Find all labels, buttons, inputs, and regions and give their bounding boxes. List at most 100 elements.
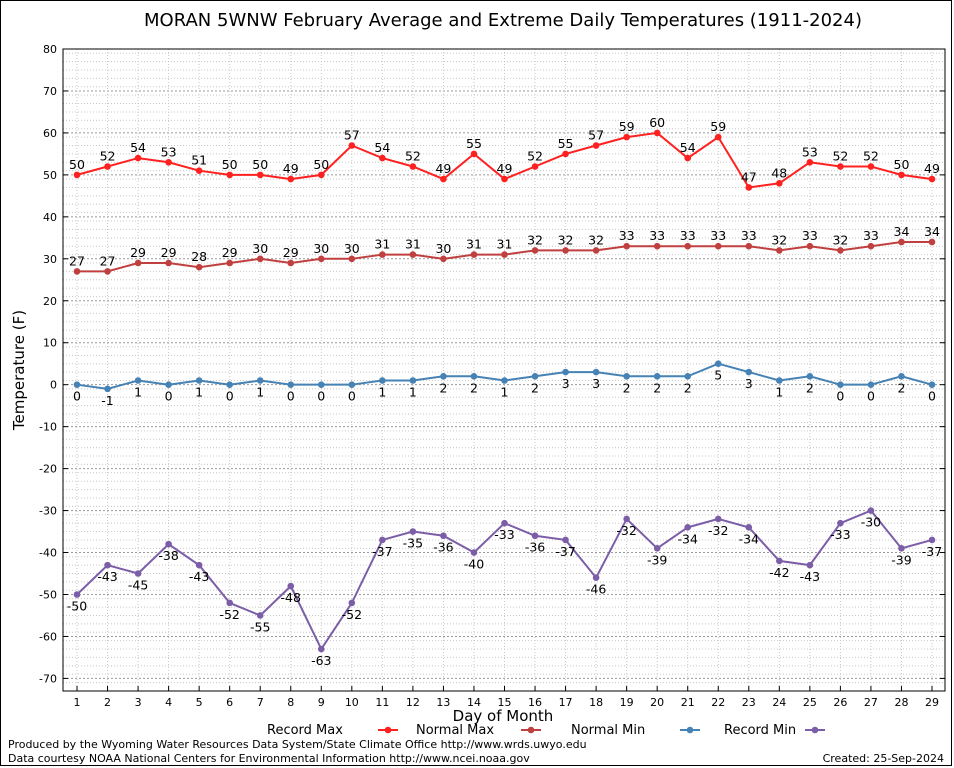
normal-max-data-label: 34 — [894, 224, 910, 239]
x-tick-label: 11 — [375, 696, 389, 709]
normal-max-data-label: 28 — [191, 249, 207, 264]
normal-min-point — [653, 372, 661, 380]
normal-max-data-label: 27 — [69, 253, 85, 268]
normal-max-data-label: 32 — [527, 232, 543, 247]
record-max-point — [867, 163, 875, 170]
normal-max-point — [165, 259, 172, 267]
record-min-data-label: -37 — [555, 544, 575, 559]
normal-max-point — [776, 247, 783, 254]
normal-max-point — [745, 242, 753, 250]
record-max-point — [409, 163, 417, 170]
normal-min-data-label: 0 — [348, 389, 356, 404]
record-min-point — [806, 561, 814, 569]
record-max-data-label: 52 — [527, 148, 543, 163]
normal-min-point — [317, 381, 325, 388]
x-tick-label: 3 — [135, 696, 142, 709]
x-tick-label: 4 — [165, 696, 172, 709]
normal-max-data-label: 33 — [802, 228, 818, 243]
record-min-point — [714, 515, 722, 523]
normal-max-data-label: 33 — [710, 228, 726, 243]
record-min-point — [776, 557, 783, 565]
record-max-data-label: 49 — [924, 161, 940, 176]
normal-max-point — [379, 251, 386, 258]
x-tick-label: 27 — [864, 696, 878, 709]
normal-max-data-label: 27 — [100, 253, 116, 268]
x-tick-label: 2 — [104, 696, 111, 709]
record-min-point — [440, 532, 447, 540]
record-min-point — [409, 528, 417, 535]
record-min-point — [623, 515, 630, 523]
record-min-data-label: -30 — [861, 515, 881, 530]
footer-data-source: Data courtesy NOAA National Centers for … — [8, 752, 530, 765]
x-tick-label: 25 — [803, 696, 817, 709]
normal-min-data-label: 2 — [623, 380, 631, 395]
normal-max-data-label: 34 — [924, 224, 940, 239]
normal-min-data-label: 3 — [745, 376, 753, 391]
x-tick-label: 7 — [257, 696, 264, 709]
normal-min-point — [714, 360, 722, 368]
record-max-point — [653, 129, 661, 137]
normal-max-data-label: 32 — [832, 232, 848, 247]
record-max-data-label: 50 — [252, 157, 268, 172]
record-max-data-label: 60 — [649, 115, 665, 130]
normal-min-data-label: 2 — [897, 380, 905, 395]
record-max-data-label: 50 — [222, 157, 238, 172]
normal-max-point — [317, 255, 325, 263]
record-min-point — [470, 549, 478, 556]
y-tick-label: 70 — [43, 85, 57, 98]
x-tick-label: 8 — [287, 696, 294, 709]
normal-min-point — [165, 381, 172, 388]
normal-max-point — [73, 268, 81, 275]
normal-min-data-label: 2 — [806, 380, 814, 395]
normal-min-point — [409, 377, 417, 384]
x-tick-label: 6 — [226, 696, 233, 709]
x-tick-label: 12 — [406, 696, 420, 709]
record-max-point — [256, 171, 264, 179]
normal-max-data-label: 32 — [588, 232, 604, 247]
record-max-point — [104, 163, 111, 170]
normal-max-data-label: 32 — [771, 232, 787, 247]
record-min-point — [653, 545, 661, 552]
record-max-point — [898, 171, 905, 179]
record-max-data-label: 59 — [619, 119, 635, 134]
normal-min-data-label: 1 — [378, 384, 386, 399]
normal-max-data-label: 30 — [252, 241, 268, 256]
record-max-data-label: 49 — [435, 161, 451, 176]
record-max-data-label: 49 — [283, 161, 299, 176]
legend-label: Record Min — [724, 723, 796, 738]
normal-min-point — [287, 381, 295, 388]
record-min-point — [898, 545, 905, 552]
legend-item-normal-min: Normal Min — [571, 723, 700, 738]
y-tick-label: -50 — [39, 588, 57, 601]
record-max-data-label: 52 — [100, 148, 116, 163]
record-max-data-label: 55 — [466, 136, 482, 151]
record-min-data-label: -46 — [586, 582, 606, 597]
x-tick-label: 13 — [436, 696, 450, 709]
normal-max-data-label: 33 — [649, 228, 665, 243]
record-min-data-label: -32 — [616, 523, 636, 538]
normal-min-data-label: 3 — [592, 376, 600, 391]
normal-min-point — [73, 381, 81, 388]
record-min-point — [256, 612, 264, 619]
legend-item-record-max: Record Max — [267, 723, 398, 738]
record-min-data-label: -38 — [158, 548, 178, 563]
normal-max-point — [470, 251, 478, 258]
record-min-point — [867, 507, 875, 514]
record-min-point — [317, 645, 325, 653]
normal-max-data-label: 31 — [497, 237, 513, 252]
record-min-data-label: -34 — [678, 531, 698, 546]
record-max-data-label: 54 — [680, 140, 696, 155]
record-min-data-label: -42 — [769, 565, 789, 580]
x-tick-label: 28 — [894, 696, 908, 709]
record-max-data-label: 54 — [374, 140, 390, 155]
normal-max-point — [256, 255, 264, 263]
record-min-point — [684, 524, 692, 531]
normal-max-data-label: 31 — [466, 237, 482, 252]
normal-min-point — [379, 377, 386, 384]
normal-min-data-label: 1 — [409, 384, 417, 399]
normal-max-data-label: 33 — [863, 228, 879, 243]
x-tick-label: 22 — [711, 696, 725, 709]
x-tick-label: 1 — [74, 696, 81, 709]
legend-label: Record Max — [267, 723, 343, 738]
